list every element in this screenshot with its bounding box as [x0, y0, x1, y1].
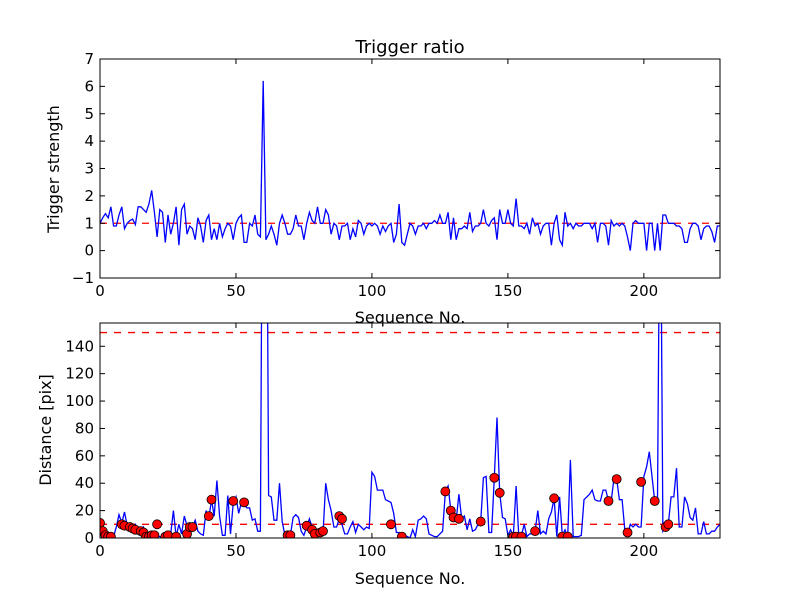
chart-title: Trigger ratio	[354, 37, 464, 58]
y-tick-label: 6	[84, 77, 94, 95]
data-point-marker	[239, 497, 250, 508]
y-tick-label: 1	[84, 214, 94, 232]
y-tick-label: 40	[75, 474, 94, 492]
data-point-marker	[489, 472, 500, 483]
x-tick-label: 100	[358, 542, 387, 560]
data-point-marker	[440, 486, 451, 497]
top-y-axis-label: Trigger strength	[44, 105, 63, 234]
top-plot-area	[100, 80, 720, 251]
data-point-marker	[562, 531, 573, 538]
y-tick-label: 0	[84, 529, 94, 547]
x-tick-label: 150	[494, 282, 523, 300]
y-tick-label: 100	[65, 392, 94, 410]
top-x-axis-label: Sequence No.	[355, 308, 466, 327]
data-point-marker	[494, 487, 505, 498]
data-point-marker	[386, 519, 396, 530]
data-point-marker	[187, 522, 198, 532]
data-point-marker	[206, 494, 217, 505]
data-point-marker	[454, 513, 464, 524]
bottom-x-axis-label: Sequence No.	[355, 569, 466, 588]
y-tick-label: −1	[72, 269, 94, 287]
y-tick-label: 5	[84, 105, 94, 123]
y-tick-label: 140	[65, 337, 94, 355]
y-tick-label: 60	[75, 447, 94, 465]
data-point-marker	[649, 496, 660, 506]
data-point-marker	[530, 526, 540, 537]
x-tick-label: 100	[358, 282, 387, 300]
data-point-marker	[622, 527, 633, 538]
data-point-marker	[285, 530, 296, 538]
data-point-marker	[337, 513, 347, 524]
x-tick-label: 200	[630, 542, 659, 560]
x-tick-label: 150	[494, 542, 523, 560]
data-point-marker	[603, 496, 614, 506]
data-point-marker	[149, 530, 160, 538]
y-tick-label: 0	[84, 242, 94, 260]
top-series-line	[100, 80, 720, 251]
data-point-marker	[228, 496, 239, 506]
y-tick-label: 7	[84, 50, 94, 68]
data-point-marker	[152, 519, 163, 530]
data-point-marker	[318, 526, 328, 537]
data-point-marker	[516, 531, 527, 538]
bottom-y-axis-label: Distance [pix]	[36, 374, 55, 486]
x-tick-label: 0	[95, 282, 105, 300]
bottom-plot-area	[100, 323, 720, 538]
y-tick-label: 80	[75, 419, 94, 437]
data-point-marker	[663, 519, 674, 530]
y-tick-label: 2	[84, 187, 94, 205]
data-point-marker	[100, 518, 105, 528]
data-point-marker	[105, 531, 116, 538]
y-tick-label: 20	[75, 502, 94, 520]
x-tick-label: 50	[226, 282, 245, 300]
data-point-marker	[549, 493, 560, 504]
bottom-axes: 0 50 100 150 200 0 20 40 60 80 100 120 140	[65, 322, 721, 560]
data-point-marker	[636, 476, 647, 487]
data-point-marker	[171, 531, 182, 538]
x-tick-label: 50	[226, 542, 245, 560]
bottom-axes-frame	[99, 322, 721, 539]
data-point-marker	[203, 511, 214, 521]
x-tick-label: 0	[95, 542, 105, 560]
y-tick-label: 4	[84, 132, 94, 150]
x-tick-label: 200	[630, 282, 659, 300]
y-tick-label: 3	[84, 160, 94, 178]
data-point-marker	[475, 516, 486, 527]
data-point-marker	[396, 531, 407, 538]
y-tick-label: 120	[65, 365, 94, 383]
data-point-marker	[611, 474, 622, 485]
